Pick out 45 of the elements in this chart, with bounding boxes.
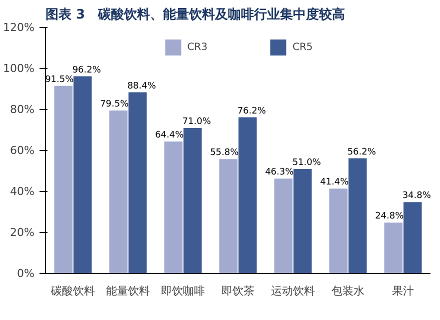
bar (384, 222, 403, 274)
data-label: 51.0% (292, 158, 322, 168)
x-tick-label: 能量饮料 (106, 284, 150, 298)
x-tick-label: 即饮茶 (222, 284, 254, 298)
bar (329, 188, 348, 274)
x-tick-label: 即饮咖啡 (161, 284, 205, 298)
x-tick-label: 运动饮料 (271, 284, 315, 298)
data-label: 79.5% (100, 100, 130, 110)
bar (238, 117, 257, 274)
y-tick-label: 40% (10, 185, 35, 198)
bar (164, 141, 183, 274)
bar (274, 178, 293, 274)
data-label: 96.2% (72, 65, 102, 76)
y-tick-label: 80% (10, 103, 35, 116)
chart-title: 图表 3 碳酸饮料、能量饮料及咖啡行业集中度较高 (46, 6, 346, 22)
bar (183, 128, 202, 274)
bar (403, 202, 422, 274)
data-label: 46.3% (265, 168, 294, 178)
bar (293, 168, 312, 274)
bar (54, 86, 73, 274)
y-tick-label: 120% (3, 21, 35, 34)
x-tick-label: 碳酸饮料 (50, 284, 95, 298)
legend-label: CR3 (187, 42, 208, 52)
data-label: 41.4% (320, 178, 350, 188)
bar (73, 76, 92, 274)
data-label: 34.8% (402, 191, 432, 202)
data-label: 64.4% (155, 130, 184, 140)
data-label: 88.4% (127, 81, 156, 92)
x-tick-label: 果汁 (392, 284, 414, 298)
y-tick-label: 100% (3, 62, 35, 75)
y-tick-label: 0% (17, 267, 34, 280)
bar (348, 158, 367, 274)
bar (109, 110, 128, 274)
bar (219, 159, 238, 274)
data-label: 91.5% (45, 74, 74, 85)
bar (128, 92, 147, 274)
x-tick-label: 包装水 (332, 284, 364, 298)
data-label: 76.2% (237, 106, 266, 116)
data-label: 24.8% (375, 212, 404, 222)
data-label: 56.2% (347, 147, 376, 158)
legend-label: CR5 (292, 42, 313, 52)
data-label: 55.8% (210, 148, 240, 158)
y-tick-label: 20% (10, 226, 35, 239)
data-label: 71.0% (182, 116, 212, 127)
y-tick-label: 60% (10, 144, 35, 157)
